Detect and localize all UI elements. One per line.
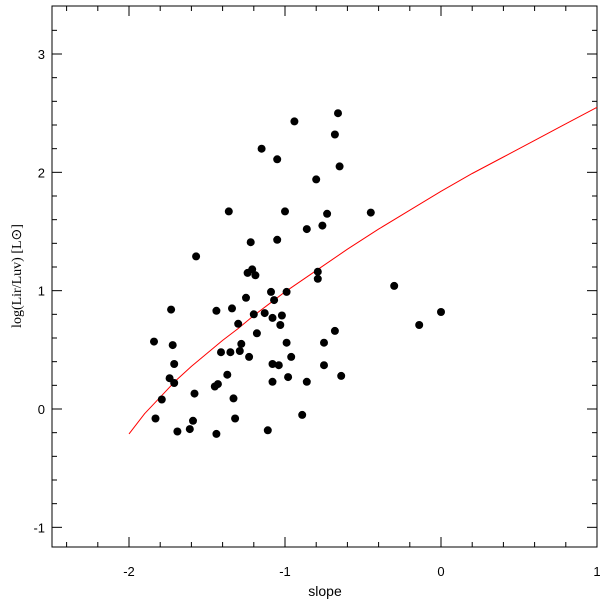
data-point	[189, 416, 197, 425]
data-point	[287, 352, 296, 361]
data-point	[168, 341, 177, 350]
data-point	[298, 410, 307, 419]
data-point	[267, 287, 275, 296]
data-point	[437, 308, 445, 316]
data-point	[226, 348, 235, 357]
data-point	[235, 347, 244, 355]
y-tick-label: -1	[33, 520, 45, 535]
data-point	[290, 117, 299, 126]
data-point	[246, 238, 255, 247]
data-point	[260, 309, 269, 318]
data-point	[242, 293, 250, 302]
y-axis-ticks	[52, 29, 597, 528]
data-point	[268, 360, 277, 368]
data-point	[277, 311, 286, 320]
data-point	[170, 379, 179, 387]
scatter-points	[150, 109, 445, 438]
data-point	[263, 426, 272, 435]
data-point	[312, 175, 321, 184]
x-axis-ticks	[66, 6, 598, 547]
x-tick-label: 1	[593, 564, 600, 579]
data-point	[320, 338, 328, 347]
data-point	[281, 207, 289, 216]
data-point	[366, 208, 375, 217]
x-tick-label: -2	[123, 564, 135, 579]
fit-curve	[128, 106, 598, 435]
data-point	[245, 352, 254, 361]
data-point	[302, 377, 311, 386]
data-point	[284, 373, 293, 382]
data-point	[185, 425, 194, 434]
x-axis-title: slope	[308, 583, 342, 599]
data-point	[252, 329, 261, 338]
data-point	[212, 429, 221, 438]
data-point	[170, 360, 179, 368]
data-point	[213, 380, 222, 389]
data-point	[330, 130, 339, 139]
y-tick-label: 0	[38, 402, 45, 417]
data-point	[234, 319, 243, 328]
data-point	[190, 389, 199, 398]
data-point	[282, 338, 291, 347]
data-point	[330, 326, 339, 335]
data-point	[320, 361, 328, 370]
data-point	[224, 207, 233, 216]
x-axis-tick-labels: -2 -1 0 1	[123, 564, 600, 579]
data-point	[237, 339, 246, 348]
data-point	[270, 296, 279, 305]
x-tick-label: -1	[279, 564, 291, 579]
plot-frame	[51, 5, 598, 548]
y-tick-label: 1	[38, 284, 45, 299]
data-point	[212, 306, 221, 315]
data-point	[157, 395, 166, 404]
data-point	[223, 370, 232, 379]
data-point	[313, 267, 322, 276]
data-point	[228, 304, 236, 313]
data-point	[248, 265, 257, 274]
y-tick-label: 3	[38, 47, 45, 62]
data-point	[173, 427, 182, 436]
data-point	[335, 162, 344, 171]
data-point	[390, 281, 399, 290]
data-point	[276, 321, 285, 329]
data-point	[273, 155, 282, 164]
data-point	[167, 305, 176, 314]
data-point	[151, 414, 160, 423]
x-tick-label: 0	[437, 564, 444, 579]
data-point	[251, 271, 260, 280]
data-point	[318, 221, 327, 230]
data-point	[249, 310, 258, 319]
data-point	[257, 144, 266, 153]
data-point	[415, 321, 424, 329]
data-point	[231, 414, 240, 423]
data-point	[268, 377, 277, 386]
y-axis-tick-labels: -1 0 1 2 3	[33, 47, 45, 535]
data-point	[217, 348, 225, 357]
data-point	[192, 252, 201, 261]
data-point	[323, 209, 332, 218]
data-point	[313, 274, 322, 283]
data-point	[268, 313, 277, 322]
data-point	[337, 371, 346, 380]
data-point	[273, 235, 282, 244]
data-point	[229, 394, 238, 403]
data-point	[282, 287, 291, 296]
y-axis-title: log(Lir/Luv) [L⊙]	[10, 224, 25, 328]
y-tick-label: 2	[38, 165, 45, 180]
data-point	[274, 361, 283, 370]
data-point	[302, 225, 311, 234]
data-point	[334, 109, 342, 118]
data-point	[150, 337, 158, 346]
